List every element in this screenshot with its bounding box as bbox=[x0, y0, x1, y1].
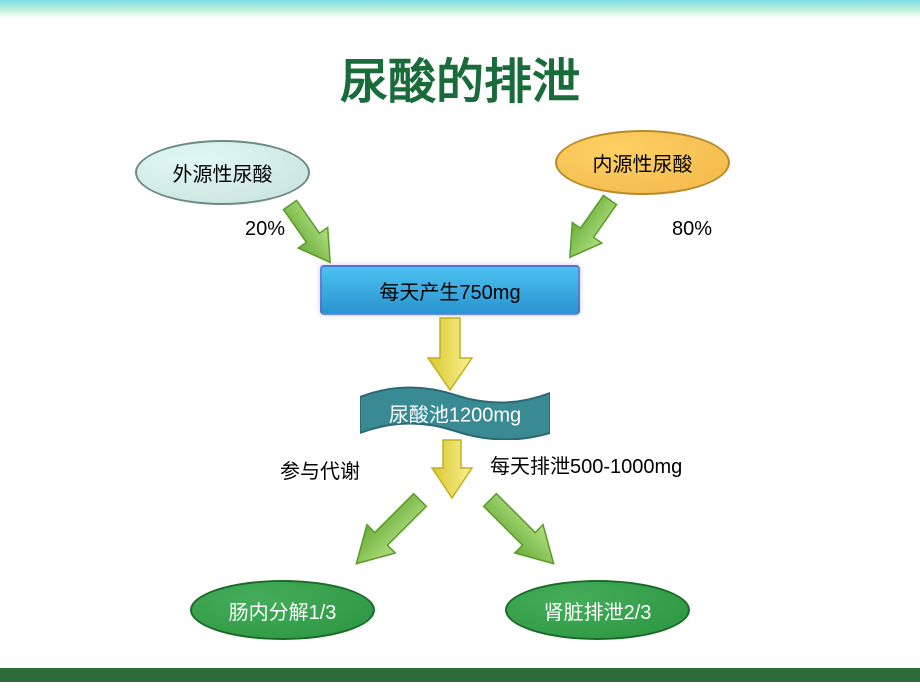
arrow-pool-down bbox=[432, 440, 472, 498]
label-80pct: 80% bbox=[672, 218, 712, 241]
node-daily-label: 每天产生750mg bbox=[379, 276, 520, 305]
bottom-bar bbox=[0, 668, 920, 682]
node-intestinal: 肠内分解1/3 bbox=[190, 580, 375, 640]
node-daily-production: 每天产生750mg bbox=[320, 265, 580, 315]
arrow-to-intestinal bbox=[342, 486, 434, 578]
node-renal: 肾脏排泄2/3 bbox=[505, 580, 690, 640]
label-20pct: 20% bbox=[245, 218, 285, 241]
label-daily-excretion: 每天排泄500-1000mg bbox=[490, 450, 682, 479]
node-exogenous: 外源性尿酸 bbox=[135, 140, 310, 205]
node-renal-label: 肾脏排泄2/3 bbox=[544, 596, 652, 625]
arrow-exogenous-to-daily bbox=[275, 195, 345, 273]
node-pool-label: 尿酸池1200mg bbox=[389, 398, 521, 427]
label-metabolism: 参与代谢 bbox=[280, 455, 360, 484]
arrow-to-renal bbox=[476, 486, 568, 578]
top-gradient-bar bbox=[0, 0, 920, 18]
arrow-daily-to-pool bbox=[428, 318, 472, 390]
page-title: 尿酸的排泄 bbox=[0, 42, 920, 112]
node-endogenous-label: 内源性尿酸 bbox=[593, 148, 693, 177]
node-uric-pool: 尿酸池1200mg bbox=[360, 385, 550, 440]
node-intestinal-label: 肠内分解1/3 bbox=[229, 596, 337, 625]
node-exogenous-label: 外源性尿酸 bbox=[173, 158, 273, 187]
arrow-endogenous-to-daily bbox=[555, 190, 625, 268]
node-endogenous: 内源性尿酸 bbox=[555, 130, 730, 195]
